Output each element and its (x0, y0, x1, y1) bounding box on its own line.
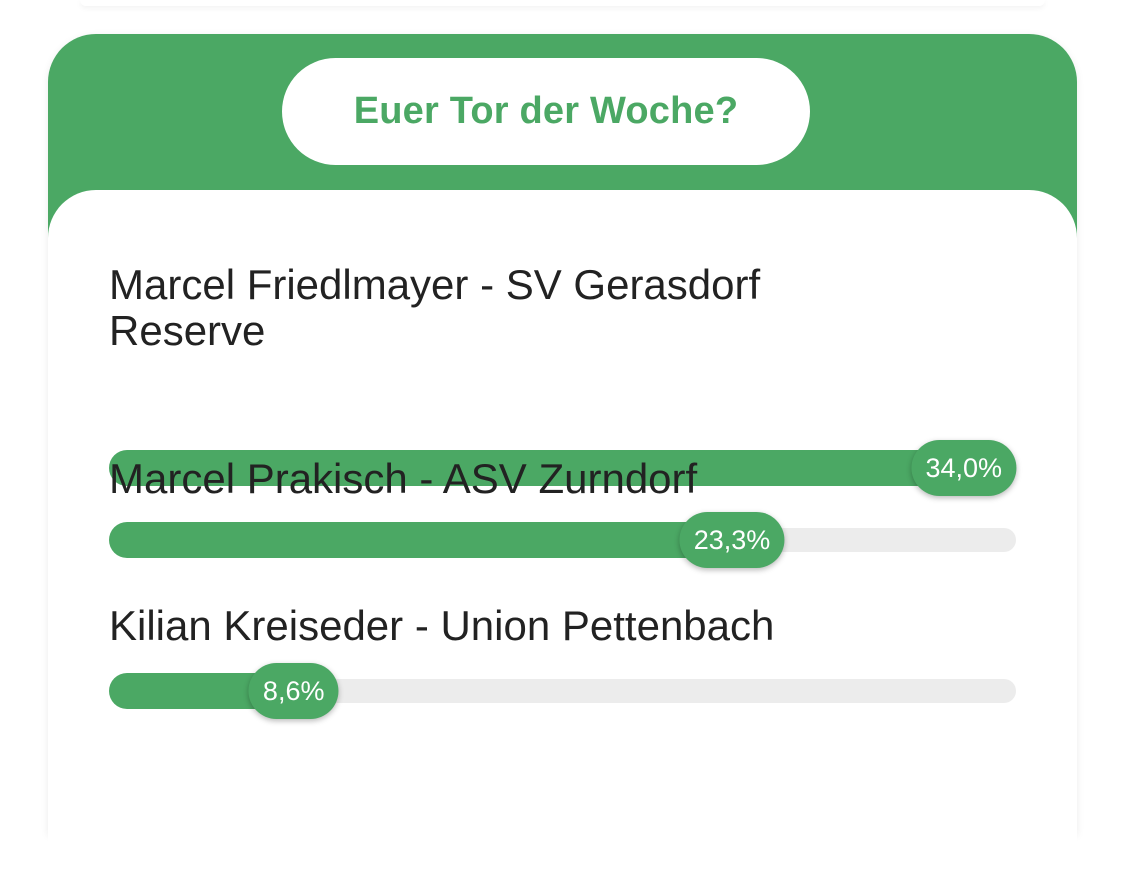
poll-options: Marcel Friedlmayer - SV Gerasdorf Reserv… (48, 190, 1077, 890)
poll-option[interactable]: Marcel Friedlmayer - SV Gerasdorf Reserv… (109, 261, 1016, 496)
poll-percent-badge: 34,0% (911, 440, 1016, 496)
previous-card-edge (80, 0, 1045, 6)
poll-percent-text: 8,6% (262, 675, 325, 706)
poll-percent-text: 34,0% (925, 452, 1002, 483)
poll-card: Euer Tor der Woche? Marcel Friedlmayer -… (48, 34, 1077, 890)
poll-result-bar: 8,6% (109, 663, 1016, 719)
poll-option-label: Marcel Friedlmayer - SV Gerasdorf Reserv… (109, 261, 761, 354)
poll-option[interactable]: Kilian Kreiseder - Union Pettenbach 8,6% (109, 602, 1016, 719)
poll-option[interactable]: Marcel Prakisch - ASV Zurndorf 23,3% (109, 455, 1016, 568)
poll-title-pill: Euer Tor der Woche? (282, 58, 810, 165)
poll-result-fill: 8,6% (109, 663, 339, 719)
poll-result-bar: 34,0% (109, 440, 1016, 496)
poll-result-fill: 34,0% (109, 440, 1016, 496)
poll-result-bar: 23,3% (109, 512, 1016, 568)
poll-percent-badge: 8,6% (248, 663, 339, 719)
poll-percent-text: 23,3% (693, 524, 771, 555)
poll-title: Euer Tor der Woche? (353, 90, 739, 132)
poll-result-fill: 23,3% (109, 512, 785, 568)
poll-option-label: Marcel Prakisch - ASV Zurndorf (109, 455, 698, 502)
poll-percent-badge: 23,3% (679, 512, 785, 568)
poll-option-label: Kilian Kreiseder - Union Pettenbach (109, 602, 775, 649)
